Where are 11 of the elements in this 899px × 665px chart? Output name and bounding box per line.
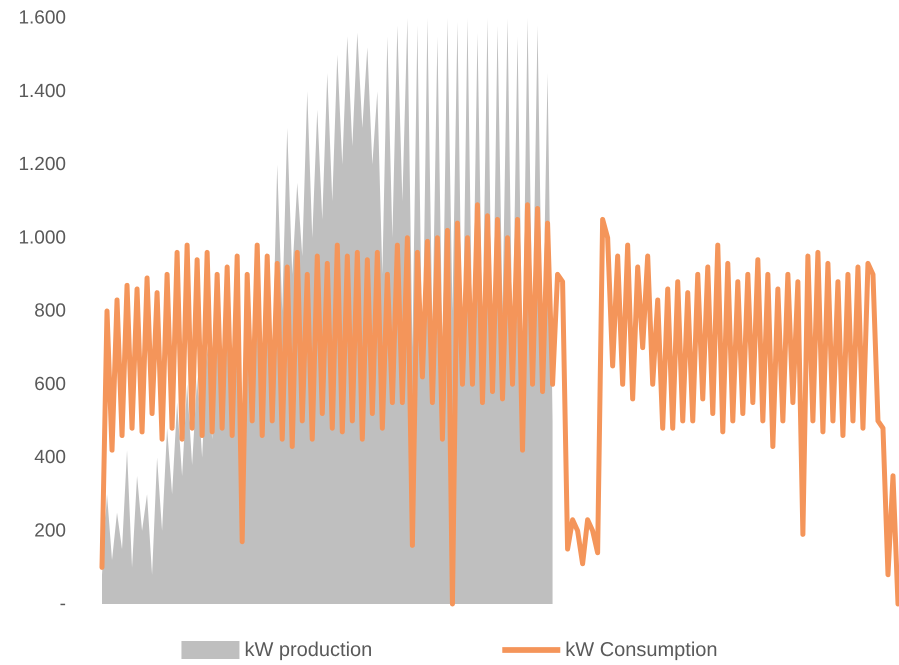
y-tick-label: 1.200	[18, 154, 66, 175]
y-tick-label: 1.600	[18, 8, 66, 28]
legend-label: kW production	[244, 639, 372, 661]
y-tick-label: 1.000	[18, 227, 66, 248]
y-tick-label: 600	[34, 374, 66, 395]
y-tick-label: 400	[34, 447, 66, 468]
y-tick-label: -	[60, 594, 66, 614]
y-tick-label: 800	[34, 300, 66, 322]
y-tick-label: 1.400	[18, 80, 66, 102]
legend-label: kW Consumption	[565, 639, 718, 661]
y-tick-label: 200	[34, 520, 66, 542]
